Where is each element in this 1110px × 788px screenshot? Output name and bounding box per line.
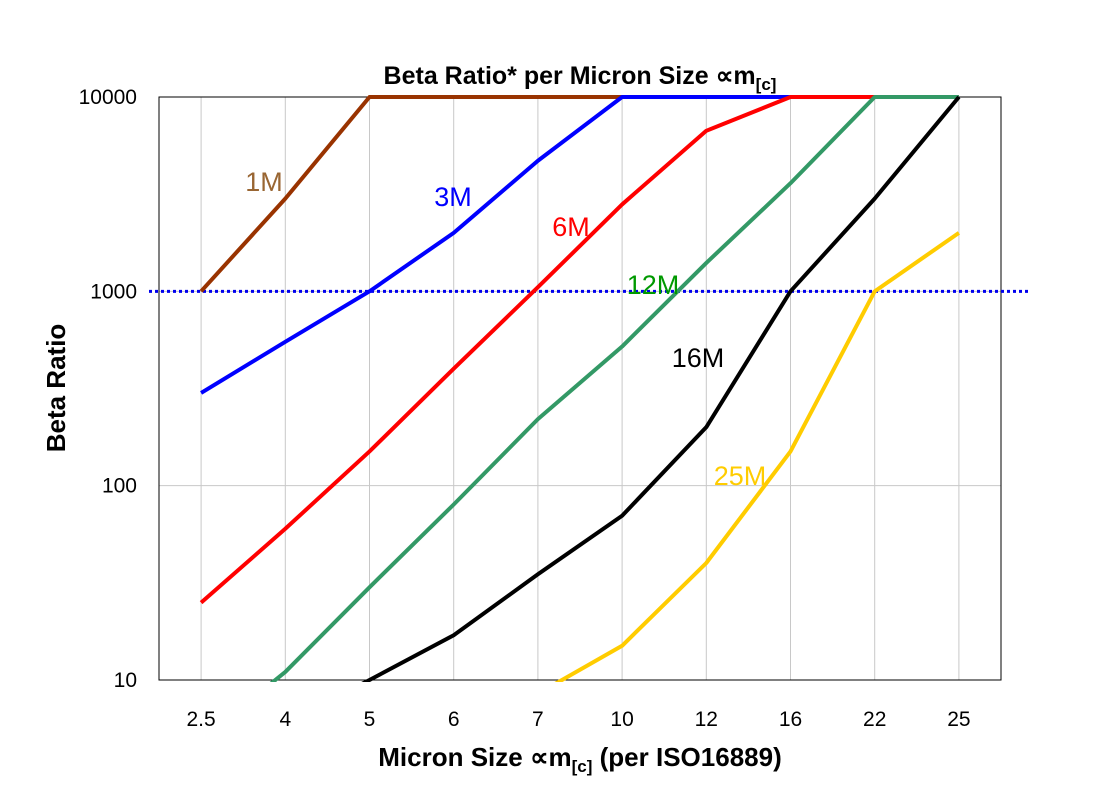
series-label-1M: 1M <box>245 167 283 197</box>
series-labels: 1M 3M 6M 12M 16M 25M <box>245 167 766 491</box>
series-label-25M: 25M <box>714 461 767 491</box>
gridlines <box>159 96 1001 681</box>
y-tick-label: 1000 <box>90 280 137 303</box>
series-line-12M <box>269 95 959 682</box>
x-tick-label: 5 <box>364 708 376 731</box>
y-tick-label: 10000 <box>79 86 137 109</box>
series-lines <box>199 95 961 682</box>
series-label-3M: 3M <box>434 182 472 212</box>
x-tick-label: 4 <box>279 708 291 731</box>
y-tick-label: 100 <box>102 475 137 498</box>
x-tick-label: 2.5 <box>186 708 215 731</box>
y-axis-label: Beta Ratio <box>41 324 71 453</box>
x-axis-label: Micron Size ∝m[c] (per ISO16889) <box>378 742 781 776</box>
x-tick-label: 10 <box>610 708 633 731</box>
axis-ticks: 2.5 4 5 6 7 10 12 16 22 25 10 100 1000 10000 <box>79 86 971 731</box>
y-tick-label: 10 <box>114 669 137 692</box>
x-tick-label: 25 <box>947 708 970 731</box>
series-line-25M <box>554 231 961 682</box>
chart-title: Beta Ratio* per Micron Size ∝m[c] <box>384 62 777 94</box>
series-label-16M: 16M <box>672 343 725 373</box>
x-tick-label: 7 <box>532 708 544 731</box>
series-label-12M: 12M <box>627 270 680 300</box>
series-line-6M <box>199 95 959 605</box>
x-tick-label: 16 <box>779 708 802 731</box>
x-tick-label: 22 <box>863 708 886 731</box>
x-tick-label: 12 <box>695 708 718 731</box>
series-line-16M <box>361 95 961 682</box>
x-tick-label: 6 <box>448 708 460 731</box>
series-label-6M: 6M <box>552 212 590 242</box>
